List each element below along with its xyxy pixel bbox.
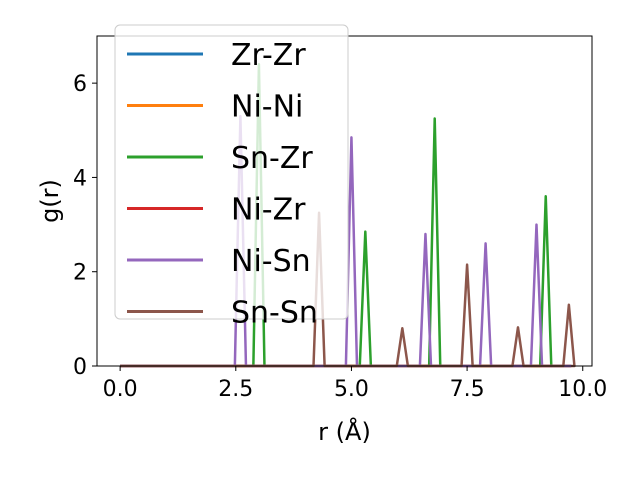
y-axis-label: g(r) — [36, 179, 64, 223]
y-axis: 0 2 4 6 — [73, 72, 97, 380]
legend-label-ni-ni: Ni-Ni — [231, 90, 303, 125]
y-tick-label: 0 — [73, 355, 87, 380]
legend: Zr-Zr Ni-Ni Sn-Zr Ni-Zr Ni-Sn Sn-Sn — [114, 24, 349, 331]
x-axis-label: r (Å) — [318, 417, 371, 446]
x-axis: 0.0 2.5 5.0 7.5 10.0 — [103, 366, 607, 402]
x-tick-label: 7.5 — [450, 377, 485, 402]
x-tick-label: 5.0 — [334, 377, 369, 402]
x-tick-label: 2.5 — [218, 377, 253, 402]
legend-label-sn-zr: Sn-Zr — [231, 141, 313, 176]
legend-label-sn-sn: Sn-Sn — [231, 296, 318, 331]
legend-label-ni-zr: Ni-Zr — [231, 193, 306, 228]
x-tick-label: 10.0 — [558, 377, 607, 402]
y-tick-label: 4 — [73, 166, 87, 191]
legend-label-ni-sn: Ni-Sn — [231, 244, 311, 279]
legend-box — [114, 24, 349, 320]
legend-label-zr-zr: Zr-Zr — [231, 38, 306, 73]
y-tick-label: 6 — [73, 72, 87, 97]
y-tick-label: 2 — [73, 261, 87, 286]
x-tick-label: 0.0 — [103, 377, 138, 402]
